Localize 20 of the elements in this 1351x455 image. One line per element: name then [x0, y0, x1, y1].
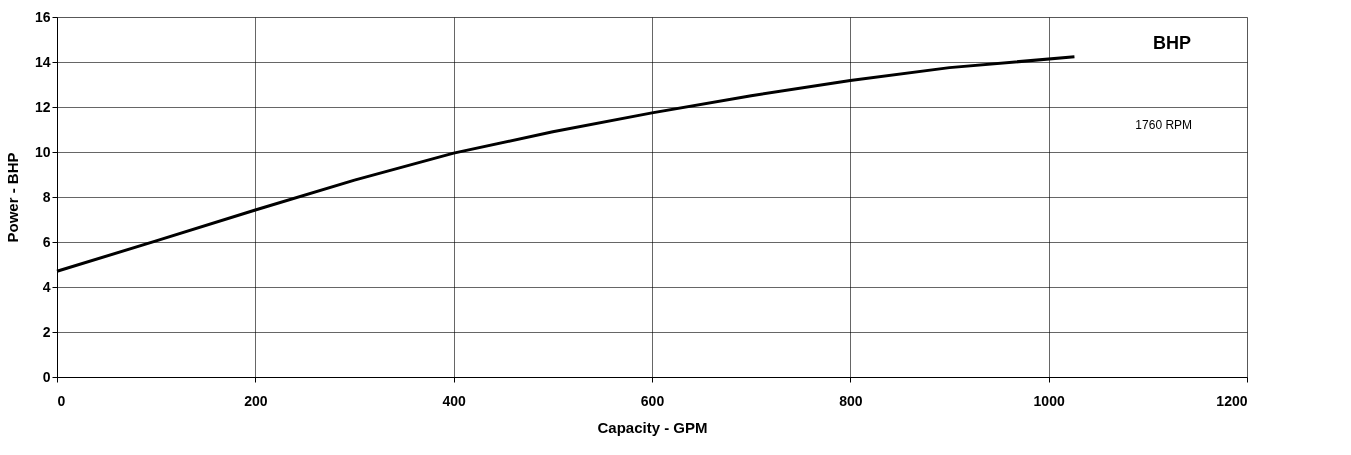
- x-tick-label: 0: [57, 392, 66, 409]
- y-tick-label: 4: [42, 278, 51, 295]
- y-tick-label: 14: [34, 53, 51, 70]
- y-tick-label: 6: [42, 233, 51, 250]
- y-tick-label: 16: [34, 8, 51, 25]
- x-axis-title: Capacity - GPM: [597, 418, 708, 436]
- annotation: BHP: [1153, 33, 1192, 53]
- x-tick-label: 200: [244, 392, 268, 409]
- x-tick-label: 1200: [1216, 392, 1248, 409]
- y-tick-label: 8: [42, 188, 51, 205]
- x-tick-label: 800: [839, 392, 863, 409]
- y-axis-title: Power - BHP: [3, 152, 21, 243]
- y-tick-label: 12: [34, 98, 51, 115]
- y-tick-label: 10: [34, 143, 51, 160]
- y-tick-label: 0: [42, 368, 51, 385]
- x-tick-label: 600: [640, 392, 665, 409]
- y-tick-label: 2: [42, 323, 51, 340]
- annotation: 1760 RPM: [1135, 118, 1193, 132]
- x-tick-label: 1000: [1033, 392, 1065, 409]
- x-tick-label: 400: [442, 392, 467, 409]
